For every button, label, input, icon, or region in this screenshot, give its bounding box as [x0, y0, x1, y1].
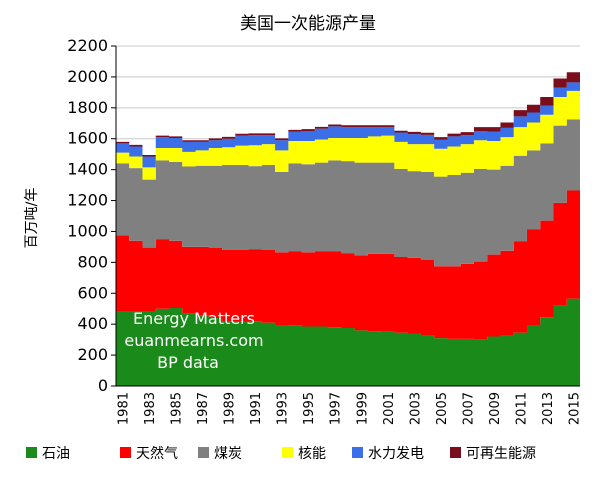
annotation-text: euanmearns.com [124, 331, 263, 350]
area-水力发电 [116, 82, 580, 168]
x-tick-labels: 1981 1983 1985 1987 1989 1991 1993 1995 1997 1999… [117, 392, 583, 425]
legend-swatch [282, 447, 293, 458]
y-tick-label: 2000 [67, 67, 108, 86]
y-tick-label: 2200 [67, 36, 108, 55]
y-tick-label: 1600 [67, 129, 108, 148]
x-tick-label: 2015 [567, 392, 582, 425]
x-tick-label: 1993 [276, 392, 291, 425]
legend-swatch [198, 447, 209, 458]
area-天然气 [116, 190, 580, 340]
axes [111, 45, 580, 387]
legend-label: 煤炭 [214, 446, 242, 462]
x-tick-label: 2005 [435, 392, 450, 425]
x-tick-label: 2013 [541, 392, 556, 425]
legend-label: 核能 [298, 446, 326, 462]
annotation-text: Energy Matters [133, 309, 255, 328]
y-tick-label: 1400 [67, 160, 108, 179]
area-煤炭 [116, 119, 580, 267]
legend-swatch [352, 447, 363, 458]
area-series [116, 72, 580, 386]
annotation-text: BP data [157, 353, 219, 372]
x-tick-label: 2011 [514, 392, 529, 425]
x-tick-label: 1983 [143, 392, 158, 425]
legend: 石油 天然气 煤炭 核能 水力发电 可再生能源 [26, 445, 536, 462]
x-tick-label: 1987 [196, 392, 211, 425]
area-核能 [116, 90, 580, 180]
x-tick-label: 2007 [461, 392, 476, 425]
y-tick-labels: 0 200 400 600 800 1000 1200 1400 1600 1800 2000 220… [67, 36, 108, 395]
legend-label: 水力发电 [368, 446, 424, 462]
y-tick-label: 600 [77, 283, 108, 302]
y-tick-label: 1800 [67, 98, 108, 117]
x-tick-label: 2003 [408, 392, 423, 425]
legend-swatch [120, 447, 131, 458]
chart-title: 美国一次能源产量 [240, 14, 376, 34]
x-tick-label: 1991 [249, 392, 264, 425]
annotations: Energy Matters euanmearns.com BP data [124, 309, 263, 372]
y-tick-label: 1200 [67, 191, 108, 210]
legend-swatch [26, 447, 37, 458]
y-tick-label: 800 [77, 252, 108, 271]
y-tick-label: 400 [77, 314, 108, 333]
legend-label: 石油 [42, 446, 70, 462]
legend-label: 天然气 [136, 445, 178, 462]
legend-label: 可再生能源 [466, 446, 536, 462]
x-tick-label: 1995 [302, 392, 317, 425]
y-axis-label: 百万吨/年 [24, 188, 40, 249]
area-石油 [116, 298, 580, 386]
x-tick-label: 1997 [329, 392, 344, 425]
x-tick-label: 1981 [117, 392, 132, 425]
legend-swatch [450, 447, 461, 458]
y-tick-label: 1000 [67, 221, 108, 240]
x-tick-label: 2009 [488, 392, 503, 425]
y-tick-label: 0 [98, 376, 108, 395]
y-tick-label: 200 [77, 345, 108, 364]
x-tick-label: 1999 [355, 392, 370, 425]
x-tick-label: 1985 [170, 392, 185, 425]
x-tick-label: 2001 [382, 392, 397, 425]
x-tick-label: 1989 [223, 392, 238, 425]
